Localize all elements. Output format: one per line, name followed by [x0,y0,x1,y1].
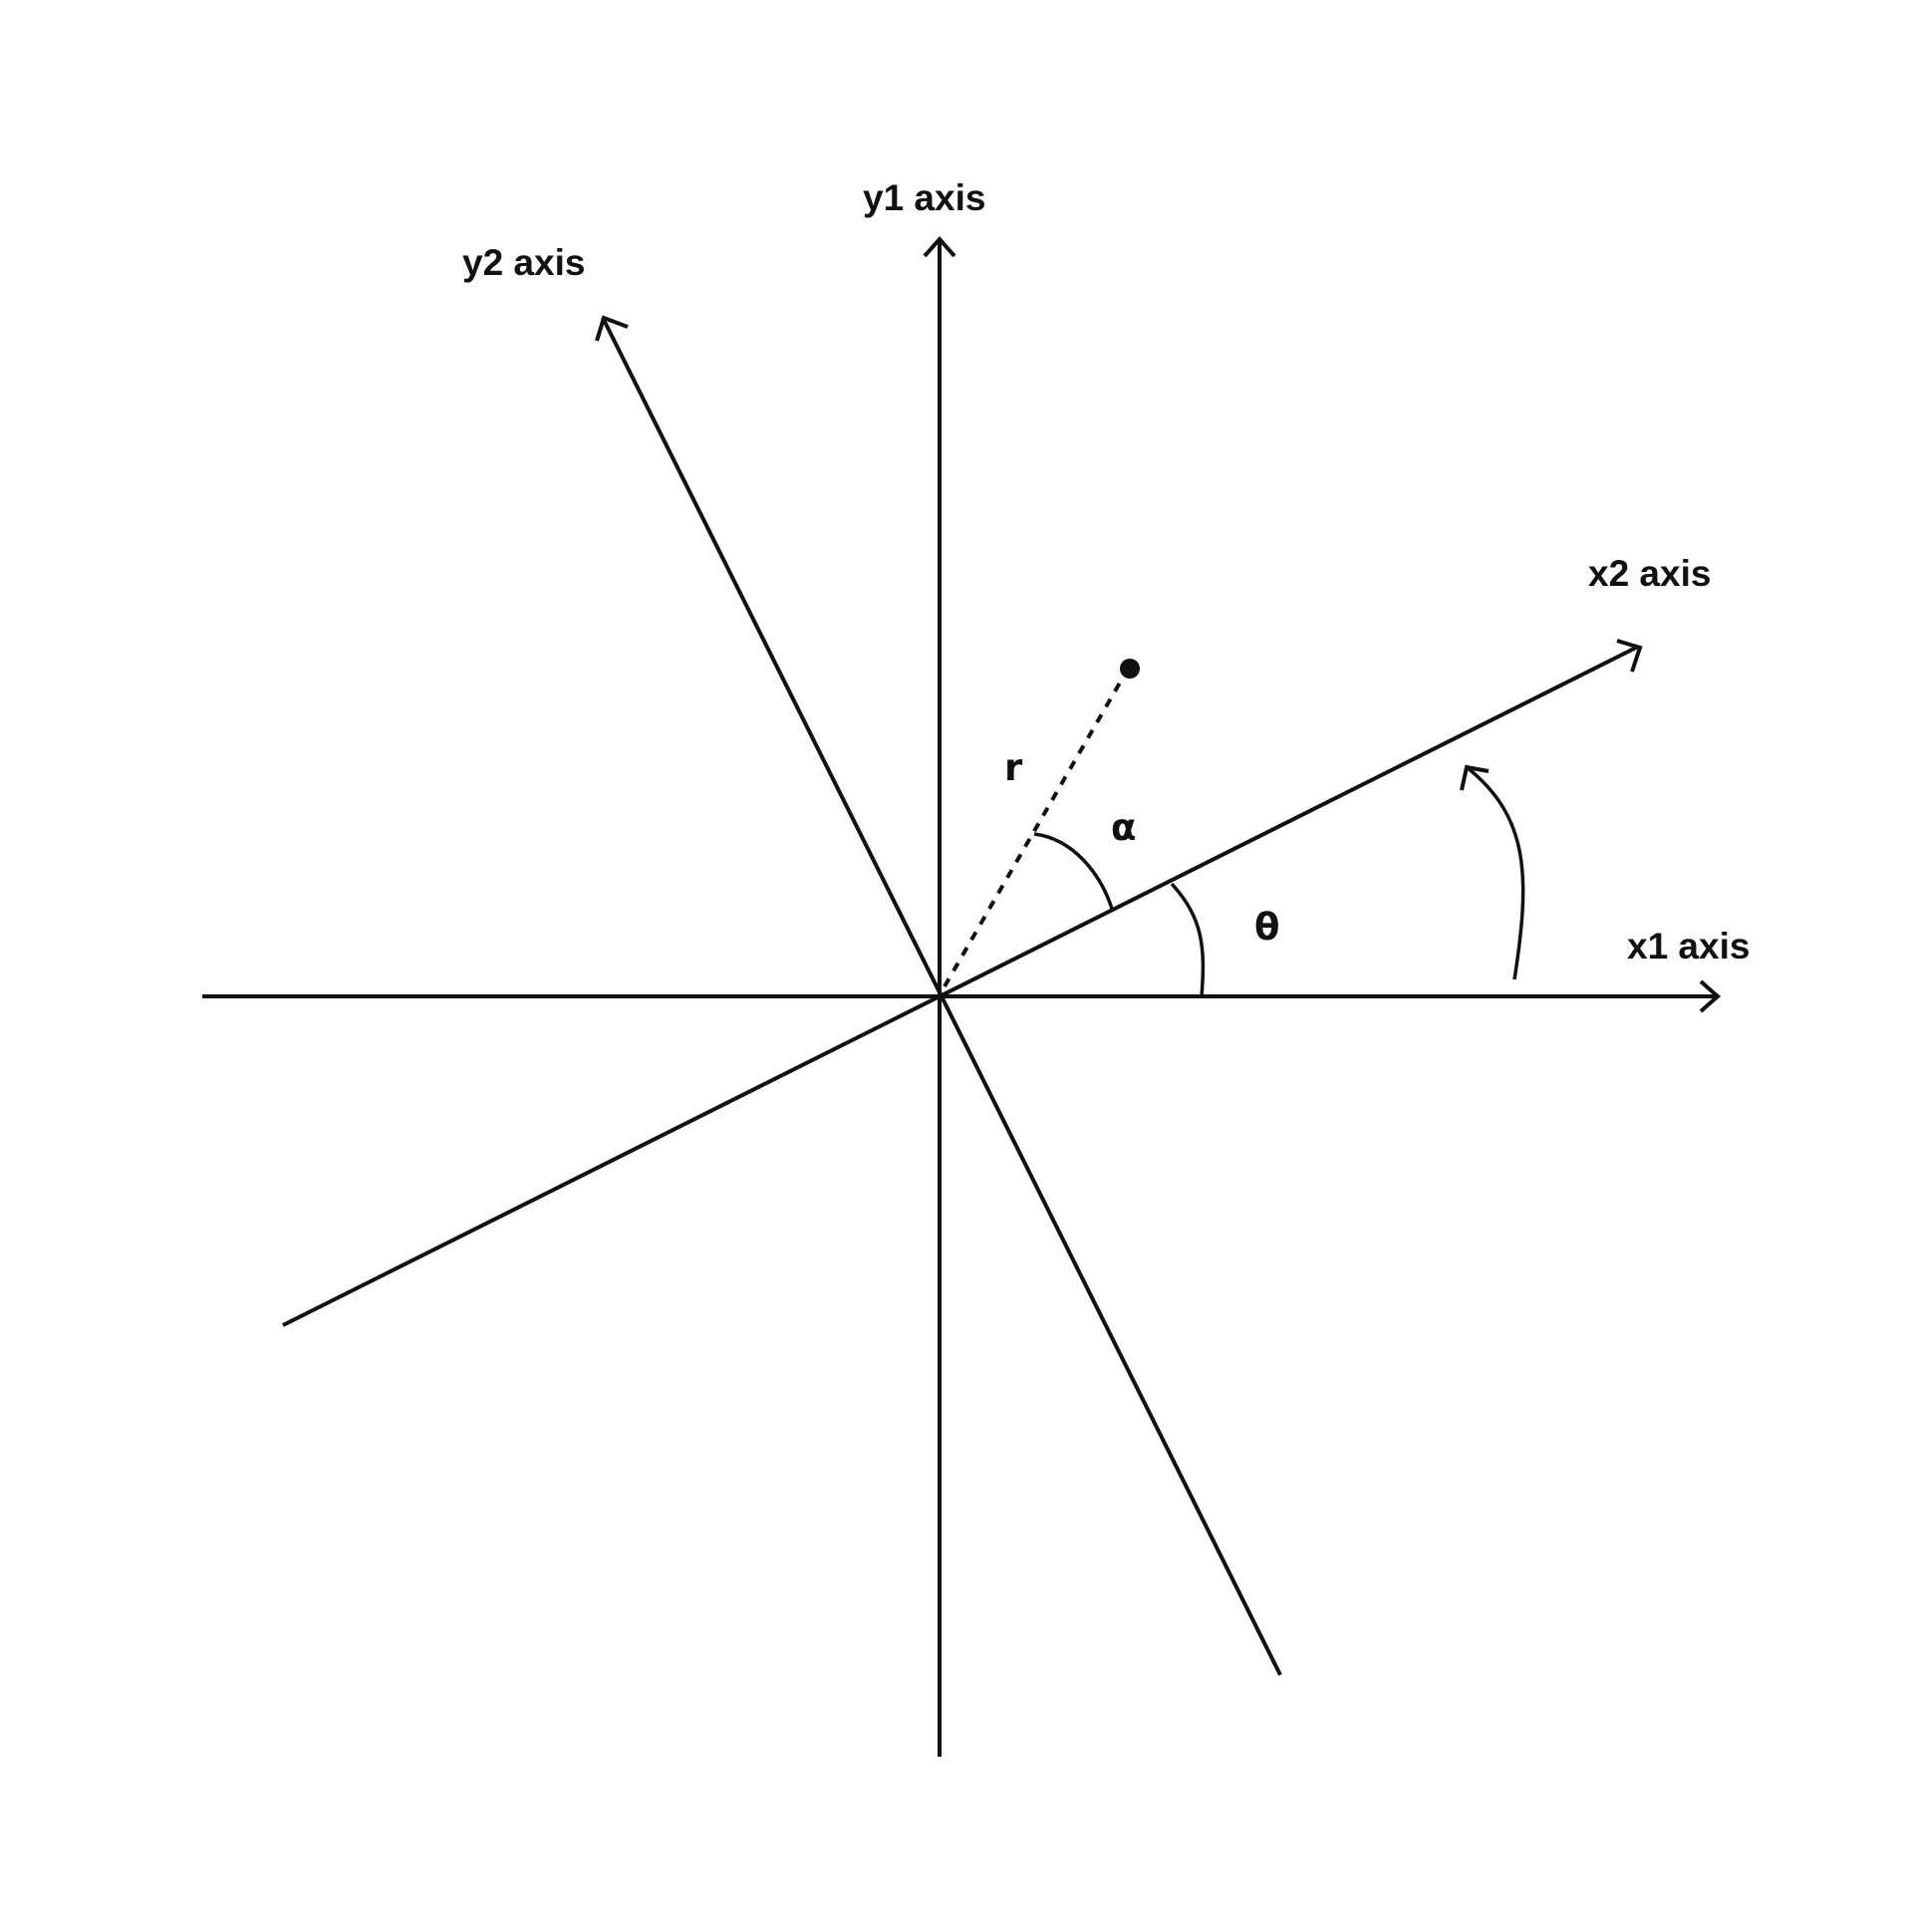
rotation-direction-arc [1465,765,1525,980]
x2-axis-label: x2 axis [1588,553,1711,594]
theta-label: θ [1254,906,1279,949]
x1-axis-label: x1 axis [1627,926,1750,966]
alpha-label: α [1111,806,1136,849]
rotation-arrowhead [1460,764,1490,791]
y2-axis-arrowhead [595,315,629,342]
x1-axis-arrowhead [1699,979,1722,1013]
y1-axis-label: y1 axis [863,177,985,218]
y2-axis-label: y2 axis [462,242,585,283]
x2-axis-line [282,645,1639,1327]
radius-dashed-line [943,676,1125,988]
point-marker [1120,659,1140,679]
radius-label: r [1004,746,1023,789]
y1-axis-arrowhead [923,235,956,258]
x2-axis-arrowhead [1616,639,1643,673]
alpha-angle-arc [1033,832,1114,910]
theta-angle-arc [1170,882,1206,997]
y2-axis-line [601,317,1282,1676]
